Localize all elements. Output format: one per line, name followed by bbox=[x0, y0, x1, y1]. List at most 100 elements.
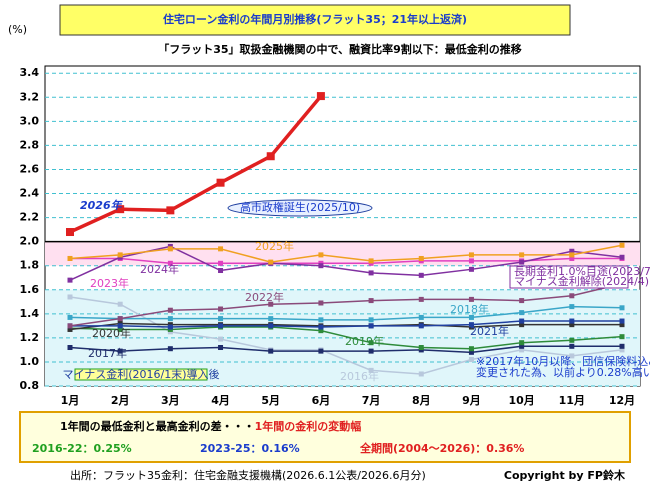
point bbox=[268, 259, 274, 265]
point bbox=[167, 324, 173, 330]
point bbox=[117, 326, 123, 332]
point bbox=[268, 323, 274, 329]
point bbox=[468, 296, 474, 302]
chart-title: 住宅ローン金利の年間月別推移(フラット35；21年以上返済) bbox=[163, 12, 467, 26]
point bbox=[216, 178, 225, 187]
point bbox=[368, 323, 374, 329]
y-unit: (%) bbox=[8, 23, 27, 36]
point bbox=[519, 322, 525, 328]
y-tick-label: 2.2 bbox=[20, 211, 40, 224]
point bbox=[418, 314, 424, 320]
point bbox=[418, 345, 424, 351]
point bbox=[318, 300, 324, 306]
y-tick-label: 1.0 bbox=[20, 355, 40, 368]
point bbox=[619, 322, 625, 328]
point bbox=[418, 296, 424, 302]
point bbox=[569, 353, 575, 359]
series-line bbox=[69, 283, 623, 327]
y-tick-label: 2.4 bbox=[20, 187, 40, 200]
series-label: 2019年 bbox=[345, 334, 384, 348]
point bbox=[117, 252, 123, 258]
point bbox=[318, 348, 324, 354]
y-tick-label: 2.6 bbox=[20, 162, 40, 175]
annotation: マイナス金利解除(2024/4) bbox=[514, 274, 649, 288]
series-line bbox=[69, 305, 623, 321]
point bbox=[519, 252, 525, 258]
summary-heading-black: 1年間の最低金利と最高金利の差・・・ bbox=[60, 419, 255, 433]
x-tick-label: 4月 bbox=[211, 394, 230, 407]
point bbox=[218, 345, 224, 351]
x-tick-label: 10月 bbox=[508, 394, 534, 407]
point bbox=[67, 314, 73, 320]
series-label: 2016年 bbox=[340, 369, 379, 383]
x-tick-label: 1月 bbox=[61, 394, 80, 407]
point bbox=[569, 293, 575, 299]
y-tick-label: 2.0 bbox=[20, 235, 40, 248]
annotation: 長期金利1.0%目途(2023/7) bbox=[514, 264, 650, 278]
summary-range: 2016-22：0.25% bbox=[32, 442, 132, 455]
point bbox=[67, 345, 73, 351]
summary-range: 全期間(2004～2026)：0.36% bbox=[359, 441, 524, 455]
series-label: 2023年 bbox=[90, 276, 129, 290]
point bbox=[569, 318, 575, 324]
summary-heading-red: 1年間の金利の変動幅 bbox=[255, 419, 362, 433]
point bbox=[468, 322, 474, 328]
x-tick-label: 12月 bbox=[609, 394, 635, 407]
series-label: 2021年 bbox=[470, 324, 509, 338]
point bbox=[569, 255, 575, 261]
point bbox=[368, 348, 374, 354]
point bbox=[569, 304, 575, 310]
series-line bbox=[69, 345, 622, 354]
point bbox=[368, 317, 374, 323]
point bbox=[218, 306, 224, 312]
point bbox=[167, 346, 173, 352]
annotation: 高市政権誕生(2025/10) bbox=[240, 200, 360, 214]
point bbox=[418, 272, 424, 278]
point bbox=[569, 343, 575, 349]
point bbox=[167, 316, 173, 322]
x-tick-label: 8月 bbox=[412, 394, 431, 407]
summary-box bbox=[19, 411, 631, 463]
y-tick-label: 2.8 bbox=[20, 138, 40, 151]
point bbox=[418, 323, 424, 329]
x-tick-label: 7月 bbox=[362, 394, 381, 407]
point bbox=[268, 348, 274, 354]
series-line bbox=[69, 326, 623, 350]
point bbox=[218, 268, 224, 274]
point bbox=[117, 348, 123, 354]
series-label: 2026年 bbox=[80, 199, 124, 212]
point bbox=[368, 340, 374, 346]
y-tick-label: 1.8 bbox=[20, 259, 40, 272]
point bbox=[368, 270, 374, 276]
point bbox=[67, 277, 73, 283]
point bbox=[318, 324, 324, 330]
annotation: マイナス金利(2016/1末)導入後 bbox=[62, 367, 219, 381]
point bbox=[569, 337, 575, 343]
point bbox=[316, 92, 325, 101]
annotation-box bbox=[74, 368, 208, 381]
point bbox=[116, 205, 125, 214]
point bbox=[368, 367, 374, 373]
series-line bbox=[70, 320, 622, 328]
y-tick-label: 3.2 bbox=[20, 90, 40, 103]
point bbox=[368, 258, 374, 264]
x-tick-label: 11月 bbox=[559, 394, 585, 407]
annotation-box bbox=[509, 265, 629, 289]
point bbox=[619, 343, 625, 349]
point bbox=[167, 307, 173, 313]
point bbox=[619, 347, 625, 353]
series-line bbox=[69, 245, 623, 281]
series-label: 2018年 bbox=[450, 302, 489, 316]
point bbox=[266, 152, 275, 161]
point bbox=[468, 258, 474, 264]
annotation-oval bbox=[227, 199, 373, 217]
point bbox=[619, 305, 625, 311]
point bbox=[468, 314, 474, 320]
point bbox=[519, 298, 525, 304]
point bbox=[268, 301, 274, 307]
annotation: 変更された為、以前より0.28%高い。 bbox=[476, 365, 650, 379]
y-tick-label: 1.2 bbox=[20, 331, 40, 344]
series-label: 2024年 bbox=[140, 262, 179, 276]
series-line bbox=[69, 94, 323, 234]
source: 出所：フラット35金利：住宅金融支援機構(2026.6.1公表/2026.6月分… bbox=[70, 468, 426, 482]
